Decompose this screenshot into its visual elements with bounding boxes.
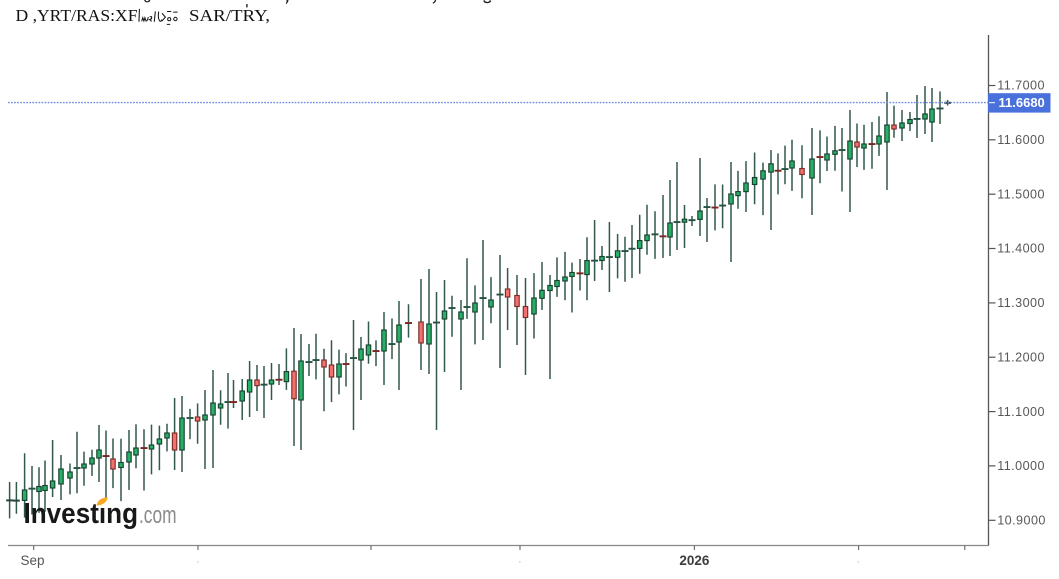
- svg-text:11.5000: 11.5000: [997, 187, 1045, 201]
- svg-text:11.3000: 11.3000: [997, 296, 1045, 310]
- svg-text:11.7000: 11.7000: [997, 79, 1045, 93]
- svg-text:11.4000: 11.4000: [997, 242, 1045, 256]
- svg-text:10.9000: 10.9000: [997, 514, 1046, 528]
- svg-text:2026: 2026: [679, 553, 710, 568]
- svg-text:.com: .com: [139, 502, 177, 529]
- svg-text:11.6680: 11.6680: [999, 95, 1045, 110]
- svg-text:Sep: Sep: [21, 553, 45, 568]
- svg-text:SAR/TRY,: SAR/TRY,: [189, 6, 270, 25]
- svg-text:11.0000: 11.0000: [997, 459, 1045, 473]
- svg-text:D ,YRT/RAS:XF: D ,YRT/RAS:XF: [16, 6, 138, 25]
- svg-text:11.1000: 11.1000: [997, 405, 1045, 419]
- svg-text:Investıng: Investıng: [24, 498, 139, 530]
- svg-text:11.6000: 11.6000: [997, 133, 1045, 147]
- svg-text:11.2000: 11.2000: [997, 350, 1045, 364]
